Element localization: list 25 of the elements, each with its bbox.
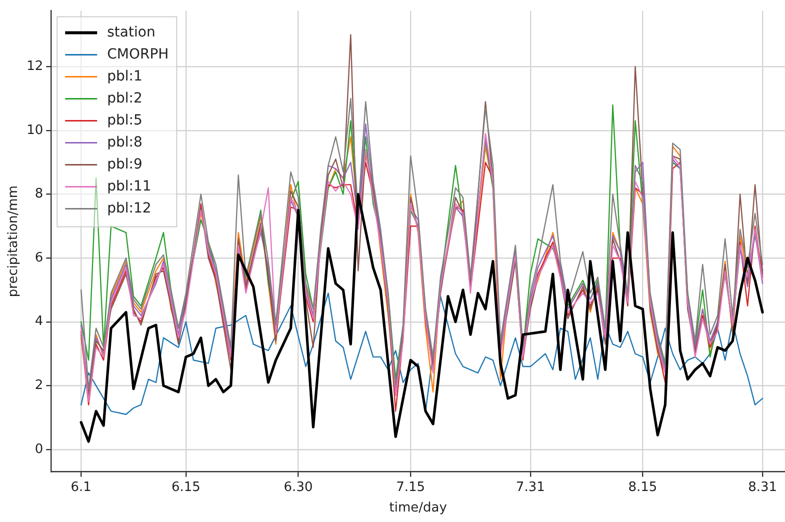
legend-label: pbl:8 bbox=[107, 134, 142, 150]
legend-label: pbl:11 bbox=[107, 178, 152, 194]
legend-label: CMORPH bbox=[107, 46, 169, 62]
y-tick-label: 12 bbox=[26, 59, 44, 74]
legend-label: pbl:1 bbox=[107, 68, 142, 84]
x-tick-label: 7.15 bbox=[396, 480, 426, 495]
y-tick-label: 10 bbox=[26, 122, 44, 138]
x-tick-label: 8.15 bbox=[628, 480, 658, 495]
x-tick-label: 6.30 bbox=[284, 480, 313, 495]
legend-label: pbl:2 bbox=[107, 90, 142, 106]
legend-label: pbl:9 bbox=[107, 156, 142, 172]
y-tick-label: 4 bbox=[34, 314, 44, 330]
x-tick-label: 6.1 bbox=[70, 480, 92, 495]
x-tick-label: 6.15 bbox=[171, 480, 200, 495]
y-tick-label: 8 bbox=[34, 186, 44, 202]
y-axis-title: precipitation/mm bbox=[6, 185, 22, 298]
y-tick-label: 2 bbox=[34, 378, 44, 394]
legend-label: station bbox=[107, 24, 156, 40]
x-axis-title: time/day bbox=[389, 500, 448, 516]
legend-label: pbl:5 bbox=[107, 112, 142, 128]
x-tick-label: 7.31 bbox=[516, 480, 545, 495]
y-tick-label: 0 bbox=[34, 442, 44, 457]
x-tick-label: 8.31 bbox=[748, 480, 778, 495]
legend-label: pbl:12 bbox=[107, 200, 152, 216]
y-tick-label: 6 bbox=[34, 250, 44, 266]
